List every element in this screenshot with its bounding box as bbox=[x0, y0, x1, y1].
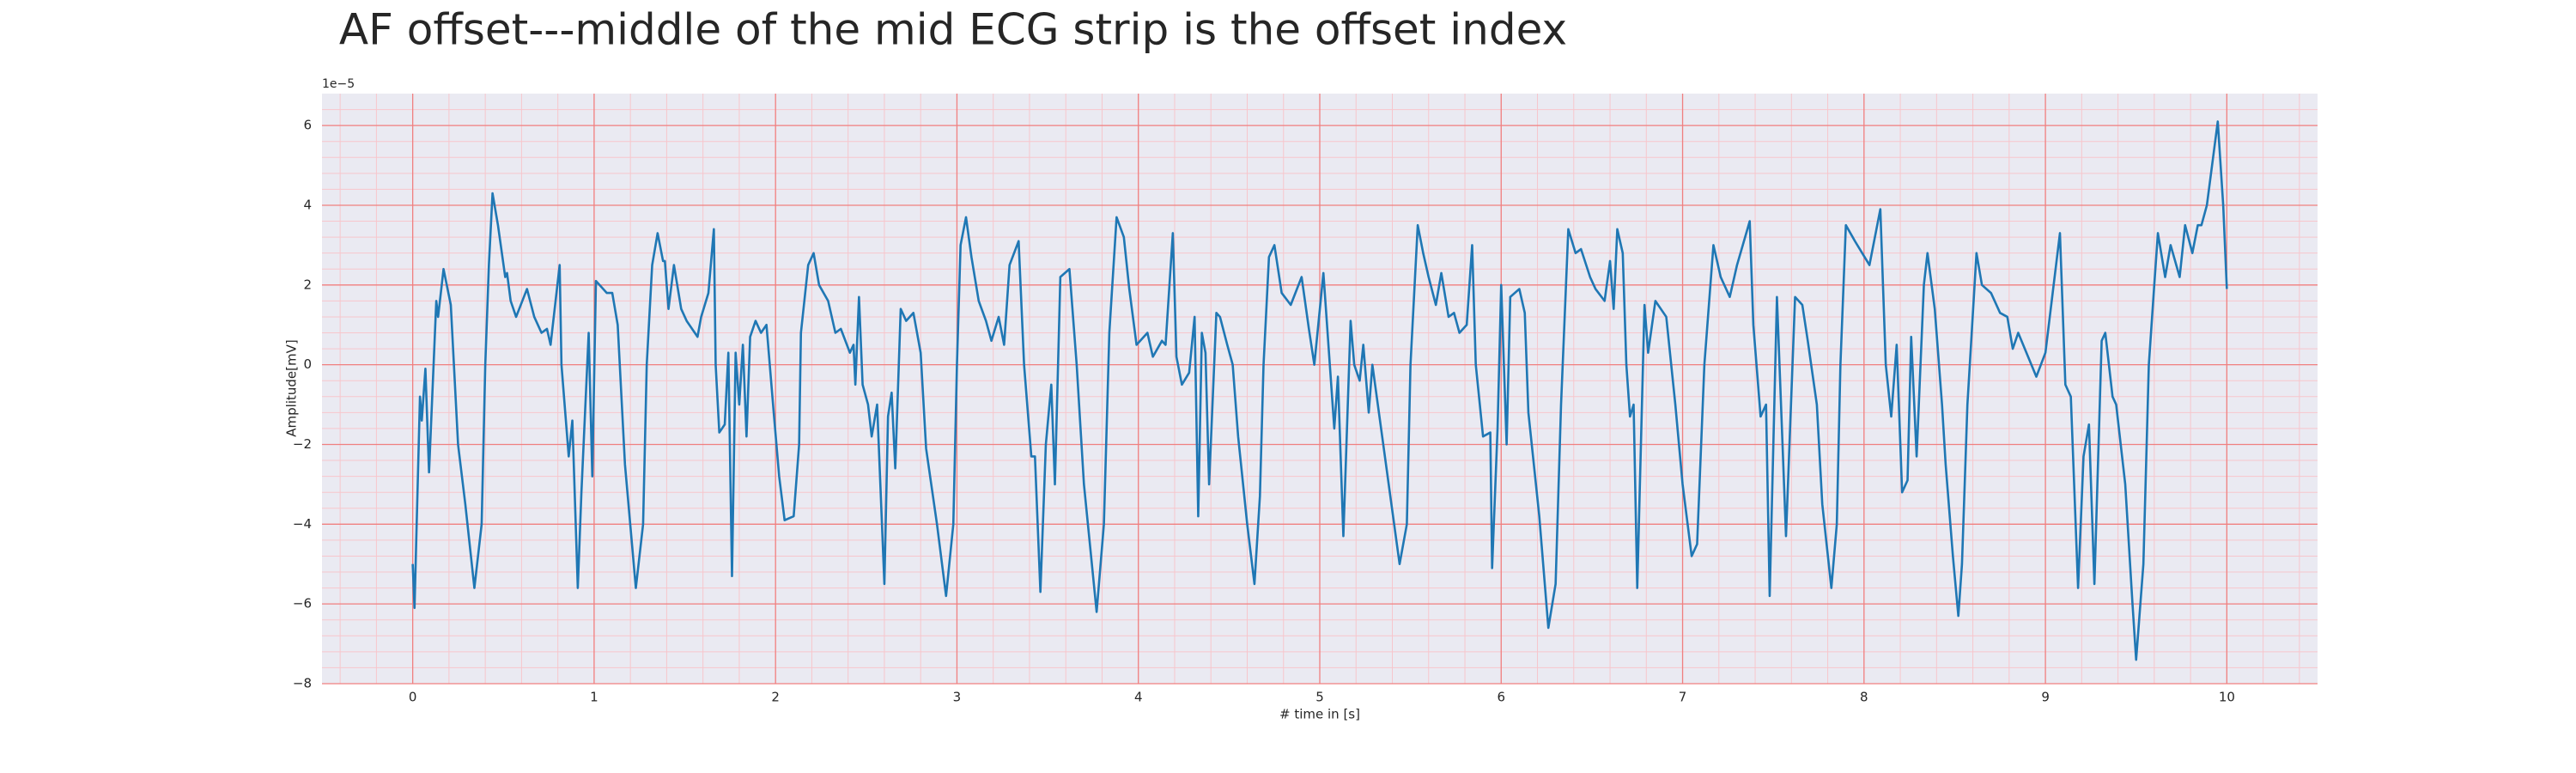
x-tick-label: 2 bbox=[771, 690, 780, 705]
x-tick-label: 8 bbox=[1860, 690, 1868, 705]
ecg-line bbox=[411, 120, 2228, 661]
y-tick-label: −6 bbox=[293, 596, 312, 612]
x-tick-label: 7 bbox=[1679, 690, 1687, 705]
chart-title: AF offset---middle of the mid ECG strip … bbox=[339, 5, 1567, 55]
x-tick-label: 1 bbox=[590, 690, 598, 705]
y-offset-label: 1e−5 bbox=[322, 77, 355, 91]
x-tick-label: 4 bbox=[1134, 690, 1143, 705]
x-tick-label: 0 bbox=[409, 690, 417, 705]
y-tick-label: 4 bbox=[303, 197, 312, 212]
x-tick-label: 9 bbox=[2041, 690, 2050, 705]
y-tick-label: 0 bbox=[303, 356, 312, 372]
y-tick-label: −8 bbox=[293, 676, 312, 691]
y-tick-label: 2 bbox=[303, 277, 312, 292]
y-axis-label: Amplitude[mV] bbox=[284, 339, 300, 436]
y-tick-label: −2 bbox=[293, 436, 312, 452]
x-tick-label: 5 bbox=[1315, 690, 1324, 705]
x-tick-label: 6 bbox=[1497, 690, 1505, 705]
x-tick-label: 3 bbox=[953, 690, 962, 705]
x-tick-label: 10 bbox=[2219, 690, 2235, 705]
y-tick-label: −4 bbox=[293, 516, 312, 532]
y-tick-label: 6 bbox=[303, 118, 312, 133]
x-axis-label: # time in [s] bbox=[1279, 707, 1360, 722]
